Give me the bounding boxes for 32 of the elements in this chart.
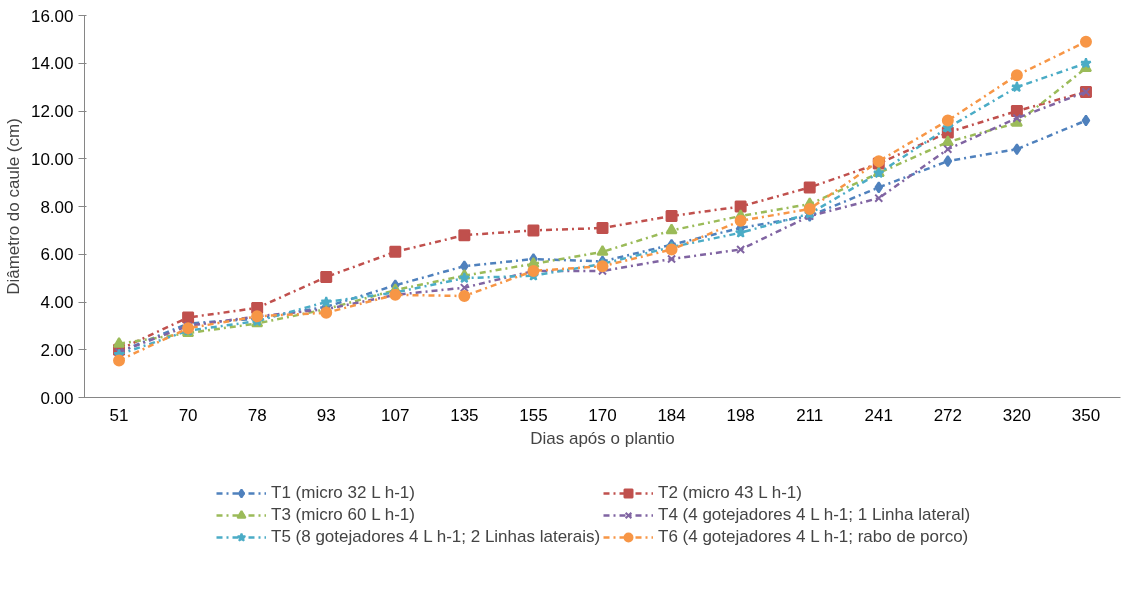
legend-label: T3 (micro 60 L h-1) [271, 505, 416, 525]
x-tick-label: 272 [933, 405, 963, 425]
y-tick-label: 10.00 [30, 149, 74, 169]
y-tick-label: 2.00 [40, 340, 74, 360]
y-tick-label: 0.00 [40, 388, 74, 408]
x-tick-label: 93 [316, 405, 336, 425]
x-tick-label: 107 [381, 405, 410, 425]
x-tick-label: 241 [864, 405, 893, 425]
y-tick-label: 4.00 [40, 293, 74, 312]
y-tick-label: 8.00 [40, 197, 74, 217]
x-axis-title: Dias após o plantio [530, 428, 675, 448]
y-tick-label: 16.00 [30, 6, 74, 26]
y-tick-label: 12.00 [30, 102, 74, 121]
legend-label: T4 (4 gotejadores 4 L h-1; 1 Linha lateral) [658, 505, 972, 525]
legend-label: T5 (8 gotejadores 4 L h-1; 2 Linhas laterais) [271, 527, 601, 547]
legend-label: T2 (micro 43 L h-1) [658, 483, 803, 503]
x-tick-label: 184 [657, 405, 686, 425]
x-tick-label: 70 [178, 405, 198, 425]
x-tick-label: 51 [109, 405, 129, 425]
x-tick-label: 320 [1002, 405, 1032, 425]
x-tick-label: 198 [726, 405, 755, 425]
x-tick-label: 78 [247, 405, 267, 425]
y-tick-label: 14.00 [30, 54, 74, 74]
x-tick-label: 211 [796, 405, 824, 425]
x-tick-label: 155 [519, 405, 548, 425]
y-axis-title: Diâmetro do caule (cm) [3, 118, 23, 295]
x-tick-label: 350 [1071, 405, 1101, 425]
x-tick-label: 135 [450, 405, 479, 425]
legend-label: T6 (4 gotejadores 4 L h-1; rabo de porco) [658, 527, 970, 547]
legend-label: T1 (micro 32 L h-1) [271, 483, 416, 503]
x-tick-label: 170 [588, 405, 617, 425]
y-tick-label: 6.00 [40, 245, 74, 265]
